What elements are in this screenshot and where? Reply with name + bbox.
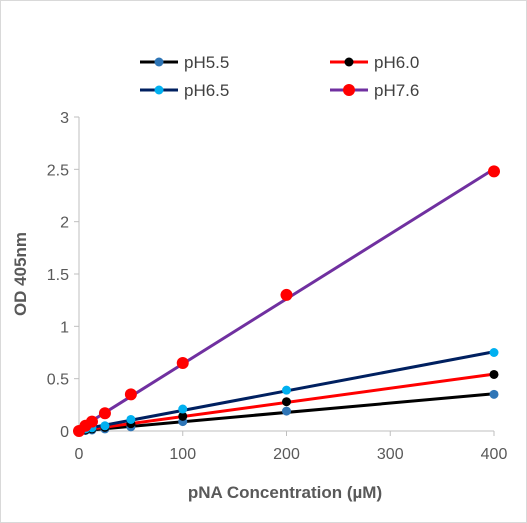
legend-item: pH6.5	[140, 81, 229, 100]
x-tick-label: 400	[481, 446, 508, 463]
data-point	[282, 406, 291, 416]
data-point	[282, 397, 291, 407]
y-tick-label: 3	[60, 110, 69, 127]
data-point	[489, 348, 499, 357]
data-point	[176, 356, 189, 369]
y-tick-label: 2	[60, 215, 69, 232]
y-tick-label: 0	[60, 424, 69, 441]
legend-item: pH6.0	[330, 53, 419, 72]
data-point	[489, 389, 499, 399]
x-tick-label: 0	[75, 446, 84, 463]
legend-item: pH5.5	[140, 53, 229, 72]
x-tick-label: 100	[169, 446, 196, 463]
x-axis-title: pNA Concentration (µM)	[188, 483, 382, 502]
data-point	[178, 404, 188, 414]
data-point	[489, 369, 499, 379]
series-pH7.6	[73, 165, 500, 437]
legend-label: pH6.0	[374, 53, 419, 72]
series-pH5.5	[74, 389, 499, 436]
x-tick-label: 200	[273, 446, 300, 463]
legend-marker	[154, 85, 164, 95]
data-point	[126, 414, 136, 424]
y-tick-label: 0.5	[47, 372, 69, 389]
legend-marker	[154, 57, 164, 67]
data-point	[280, 288, 293, 301]
axes: 0 0.5 1 1.5 2 2.5 3 0 100 200 300 400	[47, 110, 508, 463]
plot-area	[73, 165, 500, 437]
data-point	[282, 385, 291, 395]
y-tick-label: 1	[60, 319, 69, 336]
data-point	[98, 407, 111, 420]
data-point	[124, 388, 137, 401]
legend-marker	[344, 57, 354, 67]
legend-item: pH7.6	[330, 81, 419, 100]
y-tick-label: 2.5	[47, 162, 69, 179]
x-tick-label: 300	[377, 446, 404, 463]
legend-label: pH7.6	[374, 81, 419, 100]
data-point	[85, 415, 98, 428]
data-point	[100, 421, 110, 431]
legend: pH5.5 pH6.0 pH6.5 pH7.6	[140, 53, 419, 100]
data-point	[488, 165, 500, 178]
y-axis-title: OD 405nm	[11, 232, 30, 316]
legend-marker	[343, 84, 355, 96]
legend-label: pH5.5	[184, 53, 229, 72]
legend-label: pH6.5	[184, 81, 229, 100]
y-tick-label: 1.5	[47, 267, 69, 284]
data-point	[178, 411, 188, 421]
